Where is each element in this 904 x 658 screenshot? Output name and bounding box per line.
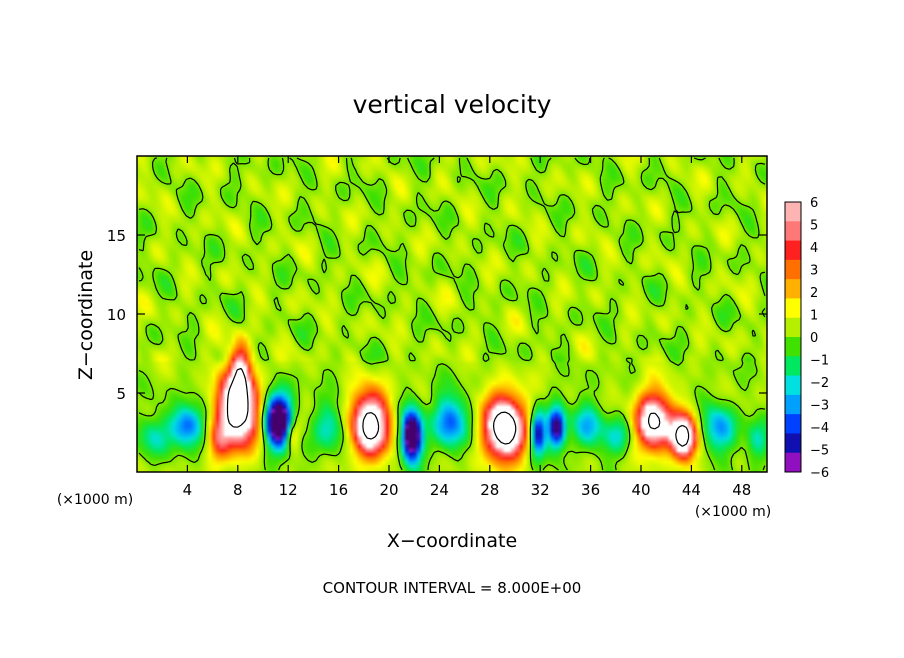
y-tick-label: 10 [107, 306, 126, 324]
y-axis-label: Z−coordinate [75, 250, 97, 380]
colorbar-swatch [785, 259, 801, 280]
x-tick-label: 12 [279, 481, 298, 499]
colorbar-label: −5 [810, 444, 829, 459]
colorbar-swatch [785, 221, 801, 242]
chart-title: vertical velocity [353, 90, 552, 119]
colorbar-label: −6 [810, 466, 829, 481]
x-tick-labels: 4 8 12 16 20 24 28 32 36 40 44 48 [183, 481, 752, 499]
colorbar-label: 3 [810, 264, 818, 279]
colorbar-swatch [785, 298, 801, 319]
x-tick-label: 20 [379, 481, 398, 499]
colorbar-label: 2 [810, 286, 818, 301]
colorbar: 6 5 4 3 2 1 0 −1 −2 −3 −4 −5 −6 [784, 196, 829, 481]
colorbar-labels: 6 5 4 3 2 1 0 −1 −2 −3 −4 −5 −6 [810, 196, 829, 481]
y-tick-label: 5 [116, 385, 126, 403]
colorbar-label: 0 [810, 331, 818, 346]
colorbar-label: 4 [810, 241, 818, 256]
colorbar-swatch [785, 337, 801, 357]
colorbar-swatch [785, 356, 801, 377]
colorbar-swatch [785, 414, 801, 434]
colorbar-label: 6 [810, 196, 818, 211]
axis-ticks [137, 156, 767, 472]
colorbar-frame [784, 201, 802, 473]
colorbar-swatch [785, 452, 801, 473]
colorbar-swatch [785, 279, 801, 299]
x-axis-label: X−coordinate [387, 530, 517, 552]
x-tick-label: 48 [732, 481, 751, 499]
x-tick-label: 44 [682, 481, 701, 499]
contour-interval-footer: CONTOUR INTERVAL = 8.000E+00 [323, 579, 582, 597]
plot-area [136, 155, 768, 473]
colorbar-label: −4 [810, 421, 829, 436]
y-tick-label: 15 [107, 227, 126, 245]
contour-lines [138, 157, 766, 471]
colorbar-label: −3 [810, 399, 829, 414]
y-tick-labels: 5 10 15 [107, 227, 126, 403]
colorbar-swatch [785, 240, 801, 261]
colorbar-swatch [785, 317, 801, 338]
x-tick-label: 32 [531, 481, 550, 499]
colorbar-swatch [785, 375, 801, 396]
colorbar-label: 5 [810, 219, 818, 234]
colorbar-label: −2 [810, 376, 829, 391]
x-tick-label: 28 [480, 481, 499, 499]
colorbar-swatches [785, 202, 801, 473]
x-tick-label: 16 [329, 481, 348, 499]
colorbar-label: −1 [810, 354, 829, 369]
x-unit-left: (×1000 m) [57, 492, 133, 508]
colorbar-swatch [785, 433, 801, 454]
x-tick-label: 40 [631, 481, 650, 499]
x-tick-label: 24 [430, 481, 449, 499]
x-unit-right: (×1000 m) [695, 504, 771, 520]
contour-level-8 [226, 367, 690, 447]
x-tick-label: 8 [233, 481, 243, 499]
x-tick-label: 4 [183, 481, 193, 499]
colorbar-swatch [785, 394, 801, 415]
colorbar-label: 1 [810, 309, 818, 324]
contour-level-0 [138, 157, 766, 471]
colorbar-swatch [785, 202, 801, 222]
velocity-field [137, 156, 767, 472]
x-tick-label: 36 [581, 481, 600, 499]
